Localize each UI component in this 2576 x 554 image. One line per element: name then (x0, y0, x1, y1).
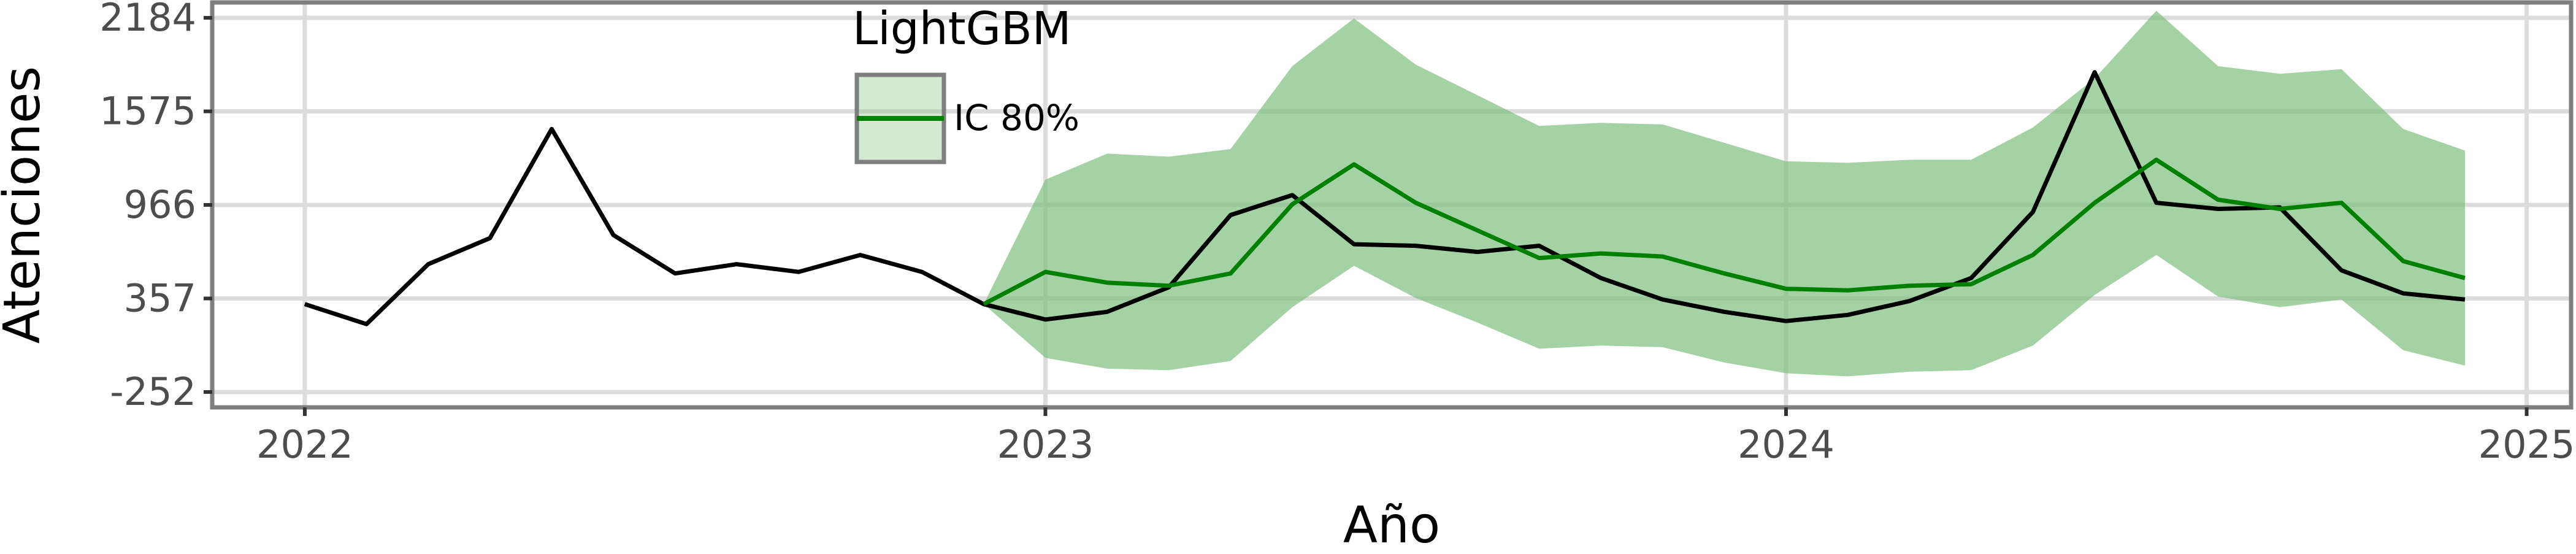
observed-series-line (304, 70, 2466, 326)
y-tick-label: 1575 (99, 89, 196, 134)
y-tick-label: 966 (124, 182, 196, 227)
x-tick-label: 2022 (256, 422, 353, 467)
y-tick-label: -252 (110, 369, 196, 414)
y-tick-label: 357 (124, 275, 196, 320)
x-tick-label: 2025 (2478, 422, 2575, 467)
axis-ticks: -252 357 966 1575 2184 2022 2023 2024 2025 (99, 0, 2575, 467)
interval-band-layer (983, 10, 2465, 377)
x-axis-title: Año (1343, 496, 1440, 554)
y-tick-label: 2184 (99, 0, 196, 40)
x-tick-label: 2023 (997, 422, 1094, 467)
x-tick-label: 2024 (1738, 422, 1834, 467)
legend-title: LightGBM (853, 2, 1071, 55)
legend: LightGBM IC 80% (853, 2, 1079, 164)
y-axis-title: Atenciones (0, 66, 52, 344)
confidence-interval-band (983, 10, 2465, 377)
forecast-series-line (983, 157, 2466, 306)
legend-entry-label: IC 80% (954, 97, 1079, 139)
series-line-layer (304, 70, 2466, 326)
